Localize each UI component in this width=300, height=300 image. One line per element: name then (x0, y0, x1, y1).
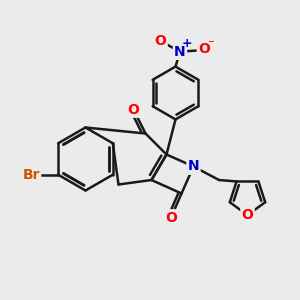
Text: O: O (165, 211, 177, 224)
Text: O: O (198, 43, 210, 56)
Text: O: O (242, 208, 254, 222)
Text: N: N (188, 160, 199, 173)
Text: N: N (174, 45, 186, 58)
Text: +: + (181, 37, 192, 50)
Text: O: O (154, 34, 166, 48)
Text: Br: Br (22, 168, 40, 182)
Text: ⁻: ⁻ (207, 38, 214, 52)
Text: O: O (128, 103, 140, 116)
